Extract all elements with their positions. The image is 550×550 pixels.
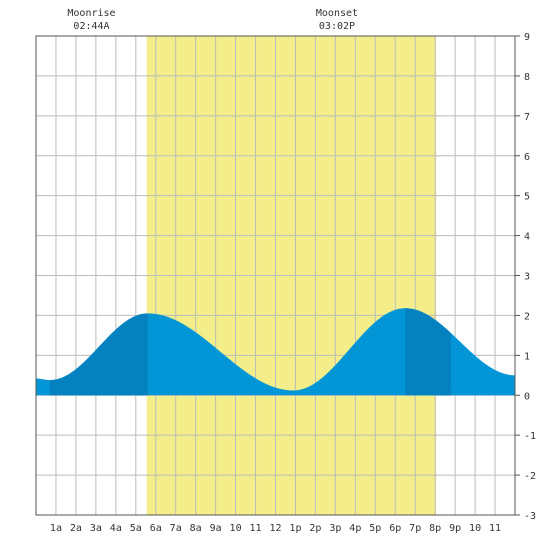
y-tick-label: 8	[524, 72, 530, 83]
x-tick-label: 6a	[150, 523, 162, 534]
y-tick-label: 6	[524, 152, 530, 163]
x-tick-label: 11	[250, 523, 262, 534]
x-tick-label: 12	[269, 523, 281, 534]
moon-event-label: Moonset	[316, 8, 358, 19]
tide-area-dark-band	[405, 308, 452, 396]
y-tick-label: 7	[524, 112, 530, 123]
x-tick-label: 10	[230, 523, 242, 534]
x-tick-label: 1p	[289, 523, 301, 534]
x-tick-label: 2a	[70, 523, 82, 534]
x-tick-label: 8p	[429, 523, 441, 534]
tide-area	[36, 308, 515, 396]
x-tick-label: 4p	[349, 523, 361, 534]
moon-event-label: Moonrise	[67, 8, 115, 19]
moon-event-time: 02:44A	[73, 21, 109, 32]
x-tick-label: 11	[489, 523, 501, 534]
y-tick-label: 0	[524, 391, 530, 402]
x-tick-label: 9p	[449, 523, 461, 534]
x-tick-label: 5p	[369, 523, 381, 534]
y-tick-label: 3	[524, 272, 530, 283]
x-tick-label: 9a	[210, 523, 222, 534]
x-tick-label: 8a	[190, 523, 202, 534]
y-tick-label: 9	[524, 32, 530, 43]
x-tick-label: 7a	[170, 523, 182, 534]
tide-area-dark-band	[49, 313, 148, 396]
y-tick-label: 2	[524, 311, 530, 322]
x-tick-label: 6p	[389, 523, 401, 534]
y-tick-label: -3	[524, 511, 536, 522]
x-tick-label: 3a	[90, 523, 102, 534]
x-tick-label: 4a	[110, 523, 122, 534]
x-tick-label: 1a	[50, 523, 62, 534]
x-tick-label: 2p	[309, 523, 321, 534]
x-tick-label: 7p	[409, 523, 421, 534]
y-tick-label: -2	[524, 471, 536, 482]
moon-event-time: 03:02P	[319, 21, 355, 32]
y-tick-label: 1	[524, 351, 530, 362]
x-tick-label: 5a	[130, 523, 142, 534]
x-tick-label: 3p	[329, 523, 341, 534]
y-tick-label: -1	[524, 431, 536, 442]
y-tick-label: 5	[524, 192, 530, 203]
y-tick-label: 4	[524, 232, 530, 243]
x-tick-label: 10	[469, 523, 481, 534]
